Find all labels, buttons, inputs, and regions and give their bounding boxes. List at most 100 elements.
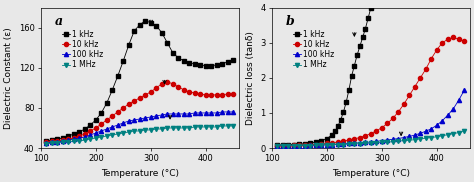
- 1 kHz: [365, 17, 371, 19]
- 10 kHz: [65, 138, 71, 140]
- 1 kHz: [335, 125, 341, 127]
- 1 kHz: [82, 128, 88, 130]
- 100 kHz: [192, 112, 198, 114]
- 1 MHz: [319, 144, 324, 146]
- 100 kHz: [352, 142, 357, 144]
- 1 MHz: [291, 145, 297, 147]
- 1 kHz: [198, 64, 203, 66]
- 100 kHz: [302, 145, 308, 147]
- 100 kHz: [76, 137, 82, 139]
- 1 MHz: [137, 130, 143, 132]
- 1 kHz: [55, 138, 60, 140]
- 10 kHz: [401, 103, 407, 105]
- 10 kHz: [274, 145, 280, 147]
- 1 kHz: [186, 62, 192, 64]
- 100 kHz: [159, 114, 164, 116]
- 1 kHz: [214, 64, 219, 66]
- 1 kHz: [137, 24, 143, 26]
- 10 kHz: [164, 81, 170, 83]
- 10 kHz: [126, 103, 132, 105]
- 1 MHz: [346, 143, 352, 145]
- 1 kHz: [209, 65, 214, 67]
- 1 kHz: [329, 134, 335, 136]
- 100 kHz: [186, 113, 192, 115]
- 10 kHz: [109, 115, 115, 117]
- 1 MHz: [203, 126, 209, 128]
- Text: a: a: [55, 15, 63, 28]
- 1 MHz: [44, 143, 49, 145]
- 100 kHz: [434, 124, 440, 126]
- 1 MHz: [368, 142, 374, 144]
- 1 MHz: [82, 139, 88, 141]
- 100 kHz: [71, 138, 77, 140]
- 10 kHz: [313, 143, 319, 146]
- 1 MHz: [164, 127, 170, 129]
- 100 kHz: [148, 116, 154, 118]
- 1 kHz: [352, 64, 357, 67]
- 1 MHz: [313, 144, 319, 146]
- 100 kHz: [308, 144, 313, 146]
- 10 kHz: [462, 40, 467, 42]
- 10 kHz: [445, 38, 451, 40]
- 100 kHz: [209, 112, 214, 114]
- Legend: 1 kHz, 10 kHz, 100 kHz, 1 MHz: 1 kHz, 10 kHz, 100 kHz, 1 MHz: [292, 28, 336, 71]
- 100 kHz: [280, 145, 286, 147]
- 1 MHz: [456, 132, 462, 134]
- 1 MHz: [225, 125, 231, 127]
- 100 kHz: [357, 142, 363, 144]
- 10 kHz: [340, 140, 346, 142]
- 10 kHz: [395, 111, 401, 113]
- 10 kHz: [418, 77, 423, 79]
- 10 kHz: [308, 144, 313, 146]
- 10 kHz: [203, 94, 209, 96]
- 100 kHz: [143, 117, 148, 119]
- 1 kHz: [159, 32, 164, 34]
- 10 kHz: [198, 93, 203, 95]
- 1 MHz: [192, 126, 198, 128]
- 10 kHz: [76, 135, 82, 137]
- 10 kHz: [407, 94, 412, 96]
- 1 kHz: [164, 42, 170, 44]
- 100 kHz: [329, 143, 335, 146]
- 1 MHz: [412, 139, 418, 141]
- 1 MHz: [363, 142, 368, 145]
- 10 kHz: [49, 140, 55, 142]
- 1 MHz: [230, 125, 236, 127]
- 1 kHz: [225, 61, 231, 63]
- 1 MHz: [445, 134, 451, 136]
- 1 kHz: [368, 7, 374, 9]
- 100 kHz: [44, 142, 49, 144]
- 100 kHz: [313, 144, 319, 146]
- 100 kHz: [418, 132, 423, 134]
- 1 kHz: [346, 89, 352, 91]
- 1 MHz: [55, 142, 60, 144]
- 1 MHz: [407, 139, 412, 141]
- 1 kHz: [99, 112, 104, 114]
- Line: 1 MHz: 1 MHz: [275, 129, 466, 148]
- 100 kHz: [60, 140, 66, 142]
- 1 kHz: [49, 139, 55, 141]
- 1 kHz: [338, 119, 344, 121]
- 1 MHz: [434, 136, 440, 138]
- 100 kHz: [319, 144, 324, 146]
- 10 kHz: [170, 83, 176, 85]
- 100 kHz: [379, 140, 385, 142]
- 1 MHz: [49, 142, 55, 144]
- 1 MHz: [159, 128, 164, 130]
- 10 kHz: [154, 87, 159, 89]
- 10 kHz: [186, 91, 192, 93]
- 10 kHz: [88, 130, 93, 132]
- 1 MHz: [104, 135, 109, 137]
- 100 kHz: [274, 145, 280, 147]
- 100 kHz: [423, 130, 428, 132]
- 1 kHz: [203, 65, 209, 67]
- 100 kHz: [99, 130, 104, 132]
- 10 kHz: [302, 144, 308, 146]
- 10 kHz: [44, 141, 49, 143]
- 1 MHz: [357, 143, 363, 145]
- 10 kHz: [456, 38, 462, 40]
- 100 kHz: [55, 141, 60, 143]
- 10 kHz: [120, 107, 126, 109]
- Line: 1 kHz: 1 kHz: [44, 19, 236, 143]
- 1 kHz: [363, 28, 368, 30]
